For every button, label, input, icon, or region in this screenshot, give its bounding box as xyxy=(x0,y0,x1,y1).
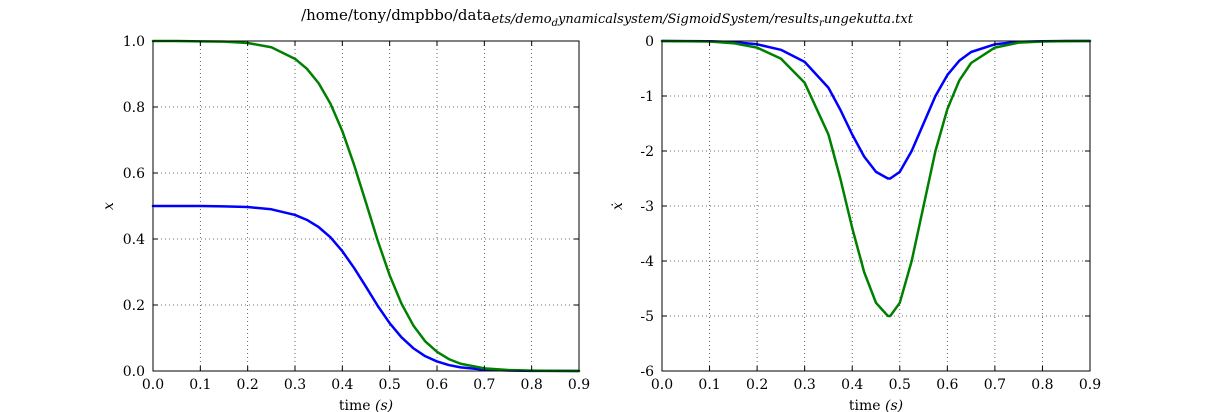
position-x-tick-label: 0.5 xyxy=(379,377,401,393)
velocity-y-tick-label: -5 xyxy=(640,309,654,325)
position-x-tick-label: 0.8 xyxy=(521,377,543,393)
velocity-y-tick-label: -3 xyxy=(640,199,654,215)
velocity-x-tick-label: 0.2 xyxy=(746,377,768,393)
velocity-series-line-2 xyxy=(660,39,1092,318)
position-series-line-1 xyxy=(151,204,581,373)
velocity-x-tick-label: 0.0 xyxy=(651,377,673,393)
position-x-axis-label-unit: (s) xyxy=(375,398,393,412)
velocity-x-axis-label-unit: (s) xyxy=(885,398,903,412)
velocity-x-axis-label-text: time xyxy=(849,398,885,412)
figure-title-math-end: ungekutta.txt xyxy=(824,12,914,27)
velocity-x-tick-label: 0.4 xyxy=(841,377,863,393)
position-x-tick-label: 0.9 xyxy=(568,377,590,393)
position-x-tick-label: 0.0 xyxy=(142,377,164,393)
velocity-y-tick-label: 0 xyxy=(645,34,654,50)
position-x-tick-label: 0.1 xyxy=(189,377,211,393)
figure-title: /home/tony/dmpbbo/dataets/demodynamicals… xyxy=(301,6,914,29)
position-series-line-2 xyxy=(151,39,581,373)
velocity-x-axis-label: time (s) xyxy=(849,398,903,412)
plot-velocity: 0.0 0.1 0.2 0.3 0.4 0.5 0.6 0.7 0.8 0.9 0 -1 -2 -3 -4 -… xyxy=(610,34,1101,412)
position-y-tick-label: 0.8 xyxy=(123,100,145,116)
position-y-tick-label: 0.6 xyxy=(123,166,145,182)
velocity-x-tick-label: 0.7 xyxy=(984,377,1006,393)
plot-position: 0.0 0.1 0.2 0.3 0.4 0.5 0.6 0.7 0.8 0.9 0.0 0.2 0.4 0… xyxy=(101,34,590,412)
position-y-axis-label: x xyxy=(101,202,117,210)
position-axes-frame xyxy=(152,40,580,372)
position-y-tick-label: 0.4 xyxy=(123,232,145,248)
velocity-y-tick-label: -2 xyxy=(640,144,654,160)
position-x-tick-label: 0.6 xyxy=(426,377,448,393)
position-y-tick-label: 1.0 xyxy=(123,34,145,50)
velocity-x-tick-label: 0.3 xyxy=(794,377,816,393)
figure-title-math-mid: ynamicalsystem/SigmoidSystem/results xyxy=(557,12,819,27)
velocity-x-tick-label: 0.6 xyxy=(936,377,958,393)
position-x-axis-label-text: time xyxy=(339,398,375,412)
position-x-axis-label: time (s) xyxy=(339,398,393,412)
figure-title-plain: /home/tony/dmpbbo/data xyxy=(301,6,491,24)
figure-title-sub-d: d xyxy=(552,18,558,29)
velocity-series-line-1 xyxy=(660,39,1092,180)
velocity-x-tick-label: 0.8 xyxy=(1031,377,1053,393)
velocity-y-tick-label: -6 xyxy=(640,364,654,380)
position-x-tick-label: 0.2 xyxy=(237,377,259,393)
position-y-tick-label: 0.2 xyxy=(123,298,145,314)
position-x-tick-label: 0.7 xyxy=(473,377,495,393)
velocity-y-tick-label: -4 xyxy=(640,254,654,270)
position-x-tick-label: 0.3 xyxy=(284,377,306,393)
velocity-x-tick-label: 0.1 xyxy=(698,377,720,393)
position-x-tick-label: 0.4 xyxy=(331,377,353,393)
velocity-x-tick-label: 0.9 xyxy=(1079,377,1101,393)
velocity-y-tick-label: -1 xyxy=(640,89,654,105)
position-y-tick-label: 0.0 xyxy=(123,364,145,380)
figure-title-sub-r: r xyxy=(819,18,825,29)
velocity-y-axis-label: ẋ xyxy=(610,202,626,210)
velocity-x-tick-label: 0.5 xyxy=(889,377,911,393)
figure-title-math: ets/demo xyxy=(491,12,551,27)
